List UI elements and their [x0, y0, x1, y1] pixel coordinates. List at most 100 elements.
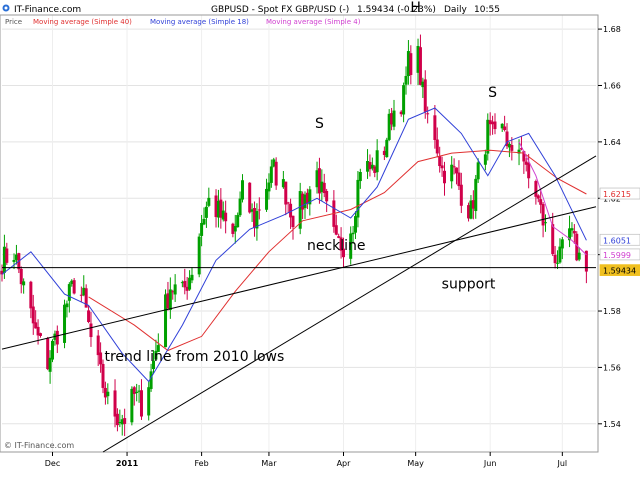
candle-body: [137, 390, 141, 392]
candle-body: [517, 149, 521, 154]
candle-body: [202, 218, 206, 225]
candle-body: [505, 131, 509, 147]
candle-body: [231, 223, 235, 234]
candle-body: [0, 270, 4, 275]
candle-body: [524, 161, 528, 165]
candle-body: [409, 53, 413, 76]
x-tick-label: Jul: [557, 459, 568, 468]
candle-body: [51, 340, 55, 360]
candle-body: [491, 121, 495, 125]
candle-body: [455, 167, 459, 174]
candle-body: [113, 390, 117, 417]
candle-body: [265, 188, 269, 210]
candle-body: [96, 335, 100, 356]
legend-ma40: Moving average (Simple 40): [33, 18, 132, 26]
x-tick-label: 2011: [116, 459, 139, 468]
candle-body: [370, 164, 374, 169]
candle-body: [469, 200, 473, 219]
candle-body: [322, 182, 326, 194]
candle-body: [156, 345, 160, 352]
candle-body: [390, 113, 394, 125]
price-label-box: [599, 264, 640, 276]
candle-body: [190, 274, 194, 281]
candle-body: [337, 236, 341, 238]
candle-body: [106, 391, 110, 397]
trend-lines: [1, 155, 597, 453]
candle-body: [382, 150, 386, 155]
candle-body: [164, 294, 168, 348]
candle-body: [483, 154, 487, 165]
trend-line-from-2010-lows-line: [102, 155, 597, 453]
candle-body: [433, 115, 437, 141]
candle-body: [29, 281, 33, 309]
candle-body: [115, 413, 119, 426]
period-label: Daily: [444, 5, 467, 15]
candle-body: [207, 197, 211, 206]
candle-body: [221, 210, 225, 220]
candle-body: [168, 289, 172, 310]
candle-body: [507, 143, 511, 148]
candle-body: [180, 282, 184, 284]
candle-body: [301, 193, 305, 210]
candle-body: [31, 306, 35, 324]
annotation-label: neckline: [307, 238, 366, 254]
y-tick-label: 1.56: [603, 363, 621, 372]
candle-body: [173, 284, 177, 295]
candle-body: [402, 85, 406, 115]
watermark: © IT-Finance.com: [4, 441, 74, 450]
candle-body: [358, 171, 362, 182]
candle-body: [558, 246, 562, 263]
candle-body: [224, 212, 228, 222]
ma18-line: [1, 107, 587, 383]
candle-body: [120, 419, 124, 425]
candle-body: [166, 293, 170, 309]
candle-body: [255, 211, 259, 229]
candle-body: [55, 330, 59, 345]
candle-body: [553, 254, 557, 264]
ma40-line: [88, 149, 587, 352]
x-axis: Dec 2011 Feb Mar Apr May Jun Jul: [45, 452, 567, 468]
candle-body: [584, 250, 588, 272]
candle-body: [551, 224, 555, 255]
candle-body: [539, 199, 543, 205]
candle-body: [575, 233, 579, 261]
candle-body: [118, 421, 122, 423]
price-label: 1.5999: [603, 251, 631, 260]
candle-body: [291, 215, 295, 228]
candle-body: [568, 228, 572, 241]
candle-body: [152, 360, 156, 370]
candle-body: [351, 232, 355, 235]
legend-price: Price: [5, 18, 22, 26]
candle-body: [440, 165, 444, 169]
x-tick-label: Jun: [483, 459, 497, 468]
candle-body: [510, 144, 514, 151]
candle-body: [435, 139, 439, 154]
candle-body: [522, 151, 526, 162]
candle-body: [63, 304, 67, 343]
candle-body: [219, 199, 223, 218]
price-label-box: [599, 233, 640, 246]
candle-body: [418, 47, 422, 85]
candle-body: [356, 179, 360, 218]
candle-body: [471, 200, 475, 209]
candle-body: [560, 239, 564, 249]
candle-body: [399, 111, 403, 115]
candle-body: [99, 352, 103, 365]
candle-body: [457, 172, 461, 187]
candle-body: [274, 161, 278, 186]
candle-body: [305, 192, 309, 204]
candle-body: [188, 277, 192, 290]
candle-body: [442, 170, 446, 184]
candle-body: [12, 259, 16, 262]
time-label: 10:55: [474, 5, 500, 15]
candle-body: [354, 216, 358, 233]
candle-body: [183, 280, 187, 288]
chart-title: GBPUSD - Spot FX GBP/USD (-): [211, 5, 349, 15]
y-tick-label: 1.54: [603, 420, 621, 429]
candle-body: [570, 228, 574, 231]
candle-body: [486, 119, 490, 154]
annotation-label: support: [442, 276, 496, 292]
candle-body: [527, 162, 531, 179]
